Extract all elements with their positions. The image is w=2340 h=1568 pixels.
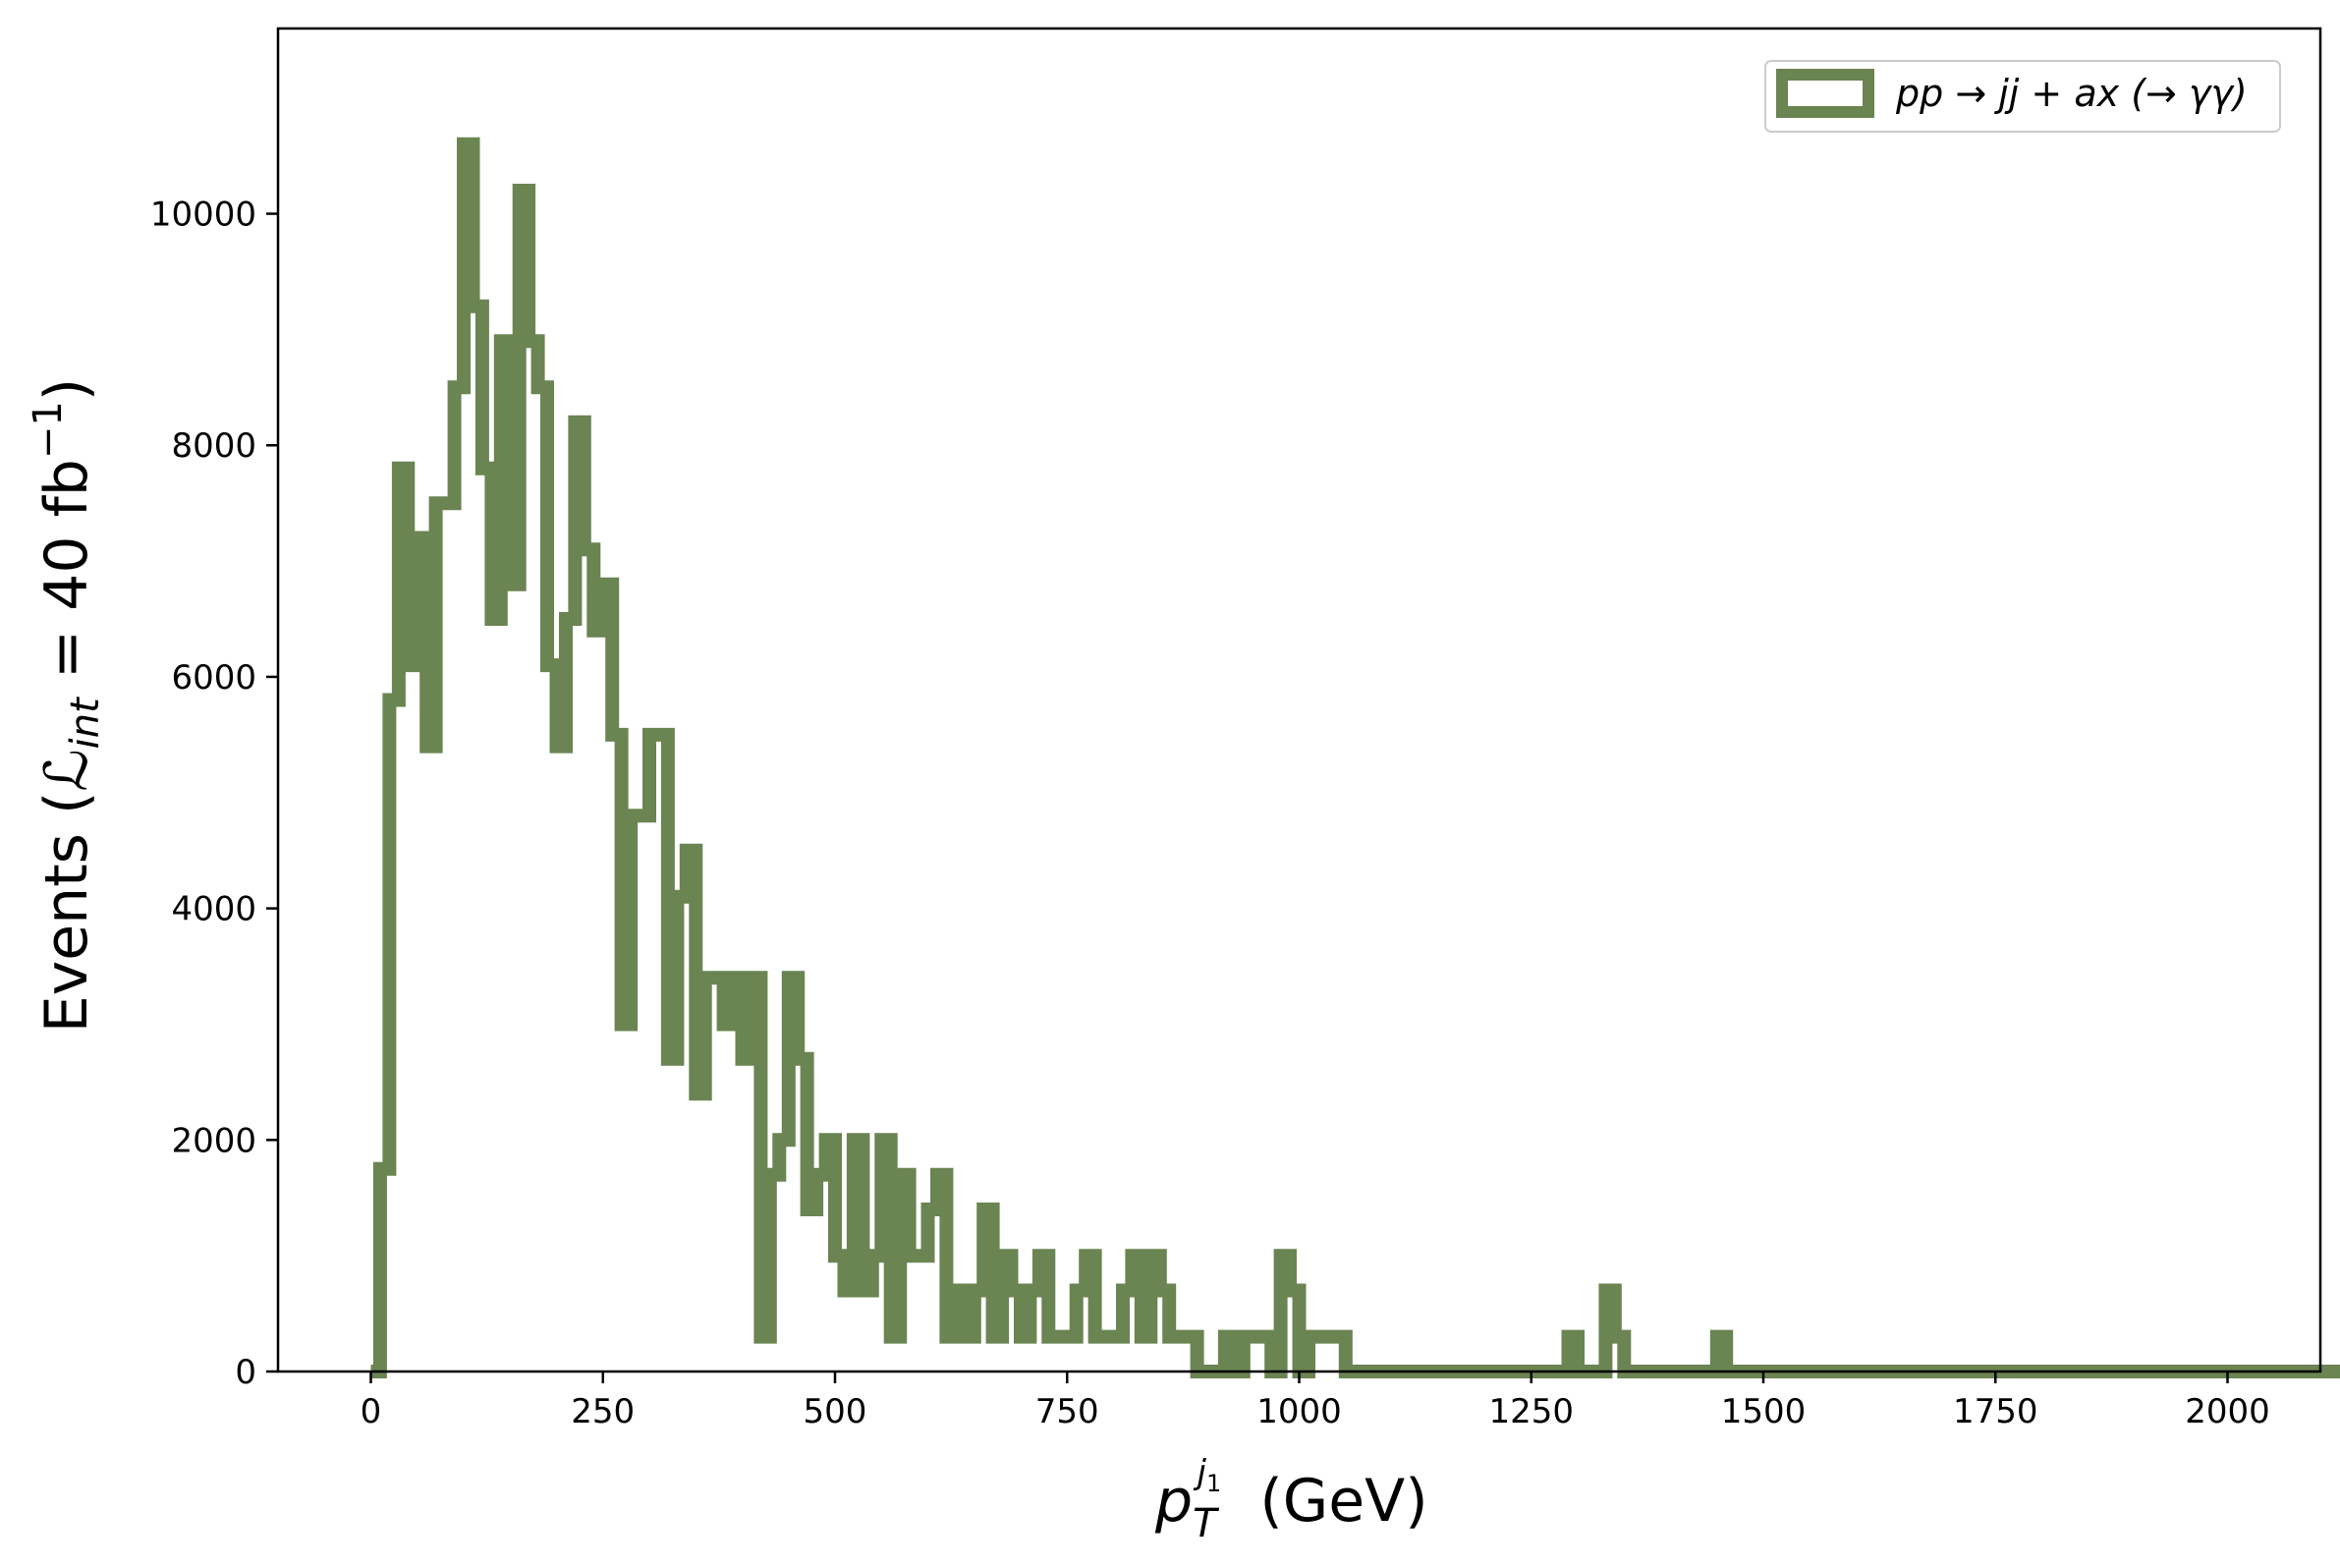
y-tick-label: 10000 (150, 196, 256, 235)
x-tick-label: 1000 (1256, 1392, 1342, 1431)
legend: pp → jj + ax (→ γγ) (1764, 60, 2281, 133)
x-tick-label: 0 (361, 1392, 382, 1431)
y-axis-label: Events (ℒint = 40 fb−1) (26, 378, 108, 1033)
y-axis: 0 2000 4000 6000 8000 10000 (150, 196, 278, 1392)
x-axis: 0 250 500 750 1000 1250 1500 1750 2000 (361, 1372, 2270, 1431)
y-tick-label: 8000 (171, 426, 256, 466)
legend-label: pp → jj + ax (→ γγ) (1895, 72, 2248, 115)
legend-box (1764, 60, 2281, 133)
svg-text:Events (ℒint = 40 fb−1): Events (ℒint = 40 fb−1) (26, 378, 108, 1033)
histogram-series-line (370, 137, 2340, 1378)
x-tick-label: 1500 (1721, 1392, 1807, 1431)
y-tick-label: 0 (235, 1353, 256, 1392)
x-tick-label: 750 (1035, 1392, 1099, 1431)
y-tick-label: 6000 (171, 658, 256, 698)
svg-text:pTj1 (GeV): pTj1 (GeV) (1154, 1453, 1428, 1546)
x-tick-label: 500 (804, 1392, 867, 1431)
plot-area (370, 137, 2340, 1378)
y-tick-label: 2000 (171, 1121, 256, 1160)
plot-frame (276, 27, 2322, 1373)
x-tick-label: 2000 (2185, 1392, 2270, 1431)
y-tick-label: 4000 (171, 890, 256, 929)
legend-swatch (1776, 69, 1874, 118)
x-axis-label: pTj1 (GeV) (1154, 1453, 1428, 1546)
x-tick-label: 1250 (1488, 1392, 1574, 1431)
x-tick-label: 250 (571, 1392, 635, 1431)
x-tick-label: 1750 (1953, 1392, 2038, 1431)
